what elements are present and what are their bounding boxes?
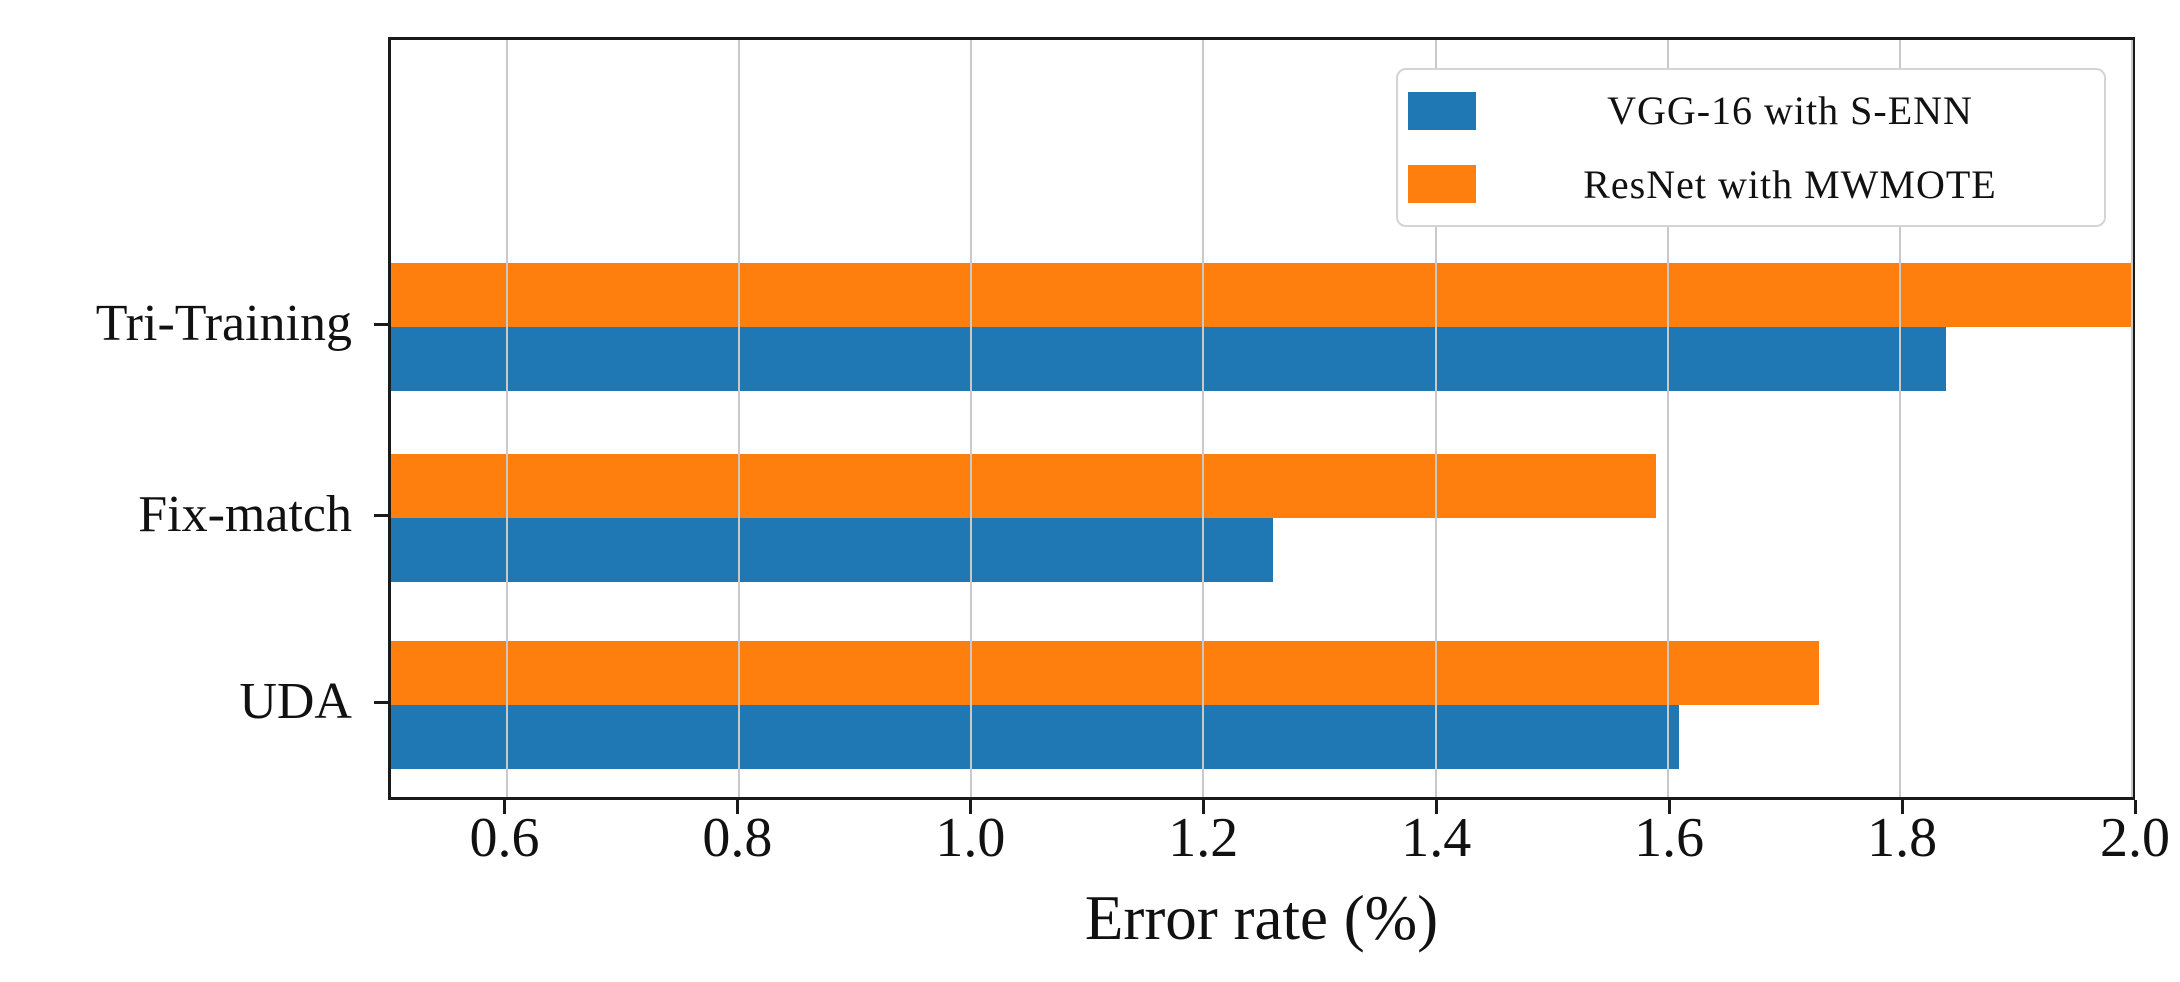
category-label-fix-match: Fix-match — [138, 486, 352, 543]
x-tick-mark — [1435, 800, 1439, 814]
legend-label-resnet-mwmote: ResNet with MWMOTE — [1583, 161, 1997, 207]
y-tick-mark — [374, 323, 388, 326]
x-tick-mark — [969, 800, 973, 814]
x-tick-mark — [503, 800, 507, 814]
gridline — [506, 40, 509, 797]
x-tick-label: 1.2 — [1168, 807, 1239, 869]
legend-item-resnet-mwmote: ResNet with MWMOTE — [1398, 150, 2104, 220]
x-tick-label: 2.0 — [2100, 807, 2170, 869]
gridline — [2131, 40, 2133, 797]
gridline — [1434, 40, 1437, 797]
gridline — [970, 40, 973, 797]
bar-uda-resnet-mwmote — [391, 641, 1819, 705]
x-axis-title: Error rate (%) — [1084, 883, 1439, 953]
bar-fix-match-vgg16-senn — [391, 518, 1274, 582]
category-label-tri-training: Tri-Training — [95, 295, 352, 352]
x-tick-label: 1.4 — [1401, 807, 1472, 869]
legend-item-vgg16-senn: VGG-16 with S-ENN — [1398, 76, 2104, 146]
x-tick-label: 0.8 — [702, 807, 773, 869]
gridline — [738, 40, 741, 797]
legend-label-vgg16-senn: VGG-16 with S-ENN — [1607, 88, 1973, 134]
bar-tri-training-resnet-mwmote — [391, 263, 2132, 327]
plot-area: VGG-16 with S-ENN ResNet with MWMOTE — [388, 37, 2135, 800]
x-tick-label: 0.6 — [469, 807, 540, 869]
x-tick-mark — [1668, 800, 1672, 814]
y-tick-mark — [374, 514, 388, 517]
bar-fix-match-resnet-mwmote — [391, 454, 1657, 518]
gridline — [1202, 40, 1205, 797]
bars-layer — [391, 40, 2132, 797]
legend-swatch-orange-icon — [1408, 165, 1476, 204]
x-tick-label: 1.0 — [935, 807, 1006, 869]
bar-tri-training-vgg16-senn — [391, 327, 1947, 391]
x-tick-mark — [2134, 800, 2137, 814]
category-label-uda: UDA — [239, 673, 352, 730]
legend-swatch-blue-icon — [1408, 91, 1476, 130]
x-tick-label: 1.6 — [1634, 807, 1705, 869]
grid-layer — [391, 40, 2133, 797]
gridline — [1898, 40, 1901, 797]
x-tick-mark — [1901, 800, 1905, 814]
x-tick-mark — [1202, 800, 1206, 814]
legend: VGG-16 with S-ENN ResNet with MWMOTE — [1396, 68, 2106, 227]
x-tick-mark — [736, 800, 740, 814]
y-tick-mark — [374, 701, 388, 704]
bar-uda-vgg16-senn — [391, 705, 1680, 769]
x-tick-label: 1.8 — [1867, 807, 1938, 869]
gridline — [1666, 40, 1669, 797]
